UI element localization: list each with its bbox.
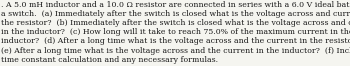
Text: (e) After a long time what is the voltage across and the current in the inductor: (e) After a long time what is the voltag…	[1, 47, 350, 55]
Text: in the inductor?  (c) How long will it take to reach 75.0% of the maximum curren: in the inductor? (c) How long will it ta…	[1, 28, 350, 36]
Text: inductor?  (d) After a long time what is the voltage across and the current in t: inductor? (d) After a long time what is …	[1, 37, 350, 45]
Text: the resistor?  (b) Immediately after the switch is closed what is the voltage ac: the resistor? (b) Immediately after the …	[1, 19, 350, 27]
Text: time constant calculation and any necessary formulas.: time constant calculation and any necess…	[1, 56, 218, 64]
Text: . A 5.0 mH inductor and a 10.0 Ω resistor are connected in series with a 6.0 V i: . A 5.0 mH inductor and a 10.0 Ω resisto…	[1, 1, 350, 9]
Text: a switch.  (a) Immediately after the switch is closed what is the voltage across: a switch. (a) Immediately after the swit…	[1, 10, 350, 18]
